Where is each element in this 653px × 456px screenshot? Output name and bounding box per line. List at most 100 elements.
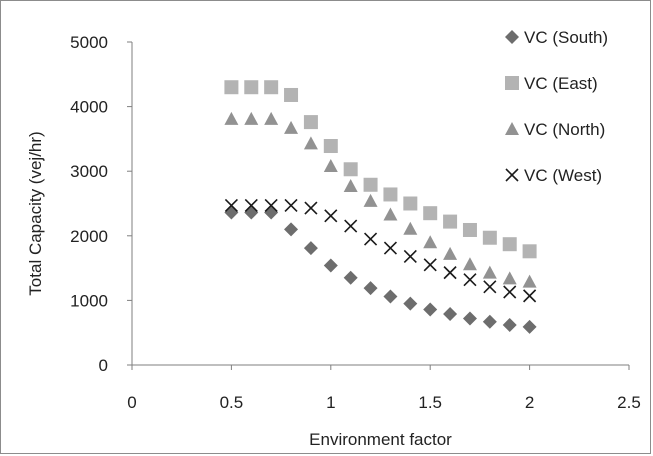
data-point xyxy=(383,241,398,255)
data-point xyxy=(482,265,497,279)
axes: 0 0.5 1 1.5 2 2.5 0 1000 2000 3000 4000 5000 xyxy=(70,33,641,412)
data-point xyxy=(463,273,477,287)
legend: VC (South) VC (East) VC (North) VC (West) xyxy=(505,28,608,185)
y-tick-label: 2000 xyxy=(70,227,108,246)
legend-marker xyxy=(505,122,519,135)
y-ticks: 0 1000 2000 3000 4000 5000 xyxy=(70,33,132,375)
x-tick-label: 2.5 xyxy=(617,393,641,412)
data-point xyxy=(482,230,497,245)
data-point xyxy=(423,235,438,249)
x-tick-label: 0 xyxy=(127,393,136,412)
data-point xyxy=(324,209,338,223)
legend-label: VC (South) xyxy=(524,28,608,47)
x-tick-label: 1 xyxy=(326,393,335,412)
data-point xyxy=(503,285,517,299)
series-triangle xyxy=(224,111,537,288)
data-point xyxy=(522,274,537,288)
y-tick-label: 1000 xyxy=(70,291,108,310)
data-point xyxy=(224,205,239,220)
data-point xyxy=(482,314,497,329)
data-point xyxy=(483,280,497,294)
legend-item: VC (East) xyxy=(505,74,598,93)
plot-marks xyxy=(224,80,537,334)
data-point xyxy=(244,205,259,220)
legend-marker xyxy=(505,30,519,44)
y-tick-label: 0 xyxy=(99,356,108,375)
y-axis-title: Total Capacity (vej/hr) xyxy=(26,131,45,295)
data-point xyxy=(303,241,318,256)
data-point xyxy=(264,111,279,125)
data-point xyxy=(522,319,537,334)
data-point xyxy=(502,237,517,252)
data-point xyxy=(244,111,259,125)
data-point xyxy=(462,222,477,237)
data-point xyxy=(303,136,318,150)
data-point xyxy=(403,196,418,211)
legend-item: VC (North) xyxy=(505,120,605,139)
legend-label: VC (East) xyxy=(524,74,598,93)
legend-label: VC (West) xyxy=(524,166,602,185)
x-axis-title: Environment factor xyxy=(309,430,452,449)
data-point xyxy=(244,80,259,95)
data-point xyxy=(224,111,239,125)
data-point xyxy=(363,281,378,296)
data-point xyxy=(284,198,298,213)
data-point xyxy=(383,289,398,304)
data-point xyxy=(323,159,338,173)
data-point xyxy=(403,249,417,264)
data-point xyxy=(403,221,418,235)
data-point xyxy=(502,317,517,332)
legend-marker xyxy=(505,76,519,90)
data-point xyxy=(284,87,299,102)
data-point xyxy=(363,177,378,192)
data-point xyxy=(323,139,338,154)
data-point xyxy=(423,258,437,272)
data-point xyxy=(383,207,398,221)
data-point xyxy=(363,193,378,207)
data-point xyxy=(343,179,358,193)
data-point xyxy=(264,198,278,213)
legend-label: VC (North) xyxy=(524,120,605,139)
data-point xyxy=(244,198,258,213)
data-point xyxy=(443,306,458,321)
data-point xyxy=(383,187,398,202)
data-point xyxy=(343,162,358,177)
data-point xyxy=(423,206,438,221)
data-point xyxy=(363,232,378,246)
data-point xyxy=(284,222,299,237)
data-point xyxy=(304,201,318,215)
data-point xyxy=(303,115,318,130)
data-point xyxy=(462,311,477,326)
data-point xyxy=(403,296,418,311)
y-tick-label: 4000 xyxy=(70,98,108,117)
series-square xyxy=(224,80,537,259)
y-tick-label: 5000 xyxy=(70,33,108,52)
series-x xyxy=(224,198,537,303)
data-point xyxy=(423,302,438,317)
data-point xyxy=(522,244,537,259)
data-point xyxy=(264,80,279,95)
data-point xyxy=(224,198,238,213)
x-ticks: 0 0.5 1 1.5 2 2.5 xyxy=(127,365,641,412)
data-point xyxy=(523,289,537,303)
legend-item: VC (South) xyxy=(505,28,608,47)
y-tick-label: 3000 xyxy=(70,162,108,181)
legend-item: VC (West) xyxy=(505,166,602,185)
data-point xyxy=(284,120,299,134)
data-point xyxy=(443,214,458,229)
x-tick-label: 2 xyxy=(525,393,534,412)
x-tick-label: 0.5 xyxy=(220,393,244,412)
data-point xyxy=(264,205,279,220)
data-point xyxy=(462,257,477,271)
data-point xyxy=(224,80,239,95)
data-point xyxy=(443,266,457,280)
data-point xyxy=(344,219,358,233)
data-point xyxy=(323,258,338,273)
data-point xyxy=(343,270,358,285)
legend-marker xyxy=(505,168,519,182)
data-point xyxy=(443,246,458,260)
data-point xyxy=(502,271,517,285)
x-tick-label: 1.5 xyxy=(418,393,442,412)
